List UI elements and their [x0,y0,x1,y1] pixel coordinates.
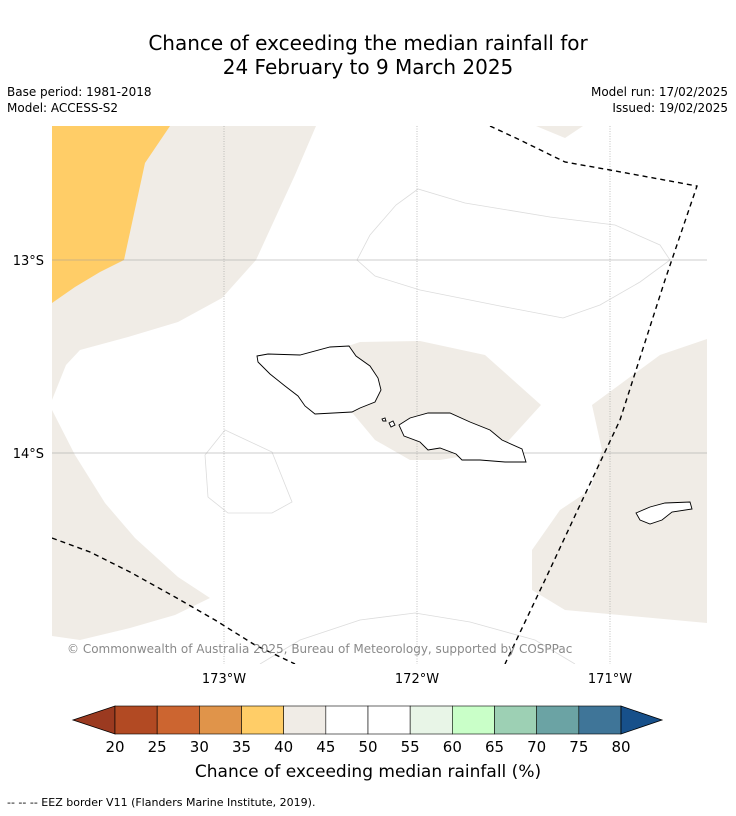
lon-label-173w: 173°W [202,672,246,687]
colorbar-low-extend [71,705,116,735]
colorbar: 20 25 30 35 40 45 50 55 60 65 70 75 80 [71,705,664,756]
eez-border-northeast [489,126,698,664]
colorbar-bin-40-45 [283,705,327,735]
issued-date: Issued: 19/02/2025 [612,101,728,115]
lon-tick-labels: 173°W 172°W 171°W [202,672,632,687]
eez-border-southwest [52,537,296,664]
colorbar-bin-55-60 [409,705,453,735]
model-run: Model run: 17/02/2025 [590,85,728,99]
meta-left: Base period: 1981-2018 Model: ACCESS-S2 [7,84,152,116]
model-name: Model: ACCESS-S2 [7,101,119,115]
colorbar-tick-45: 45 [316,738,335,756]
chart-title-line1: Chance of exceeding the median rainfall … [148,31,588,55]
gridlines [52,126,707,664]
colorbar-bin-20-25 [114,705,158,735]
contour-south [259,612,576,664]
island-savaii [256,345,382,415]
colorbar-tick-40: 40 [274,738,293,756]
colorbar-bins [114,705,622,735]
colorbar-tick-35: 35 [232,738,251,756]
map-area [52,126,707,664]
colorbar-bin-60-65 [452,705,495,735]
colorbar-tick-30: 30 [190,738,209,756]
colorbar-bin-45-50 [325,705,369,735]
colorbar-tick-20: 20 [105,738,124,756]
coastlines [256,345,693,525]
colorbar-bin-25-30 [156,705,200,735]
colorbar-tick-50: 50 [358,738,377,756]
colorbar-high-extend [620,705,664,735]
chart-title-line2: 24 February to 9 March 2025 [222,55,514,79]
colorbar-tick-75: 75 [569,738,588,756]
lat-label-13s: 13°S [13,254,44,269]
island-apolima [381,417,387,422]
colorbar-bin-50-55 [367,705,411,735]
copyright-notice: © Commonwealth of Australia 2025, Bureau… [67,642,572,656]
lon-label-172w: 172°W [395,672,439,687]
band-35-40-northwest [52,126,170,303]
band-40-45-southwest [52,410,210,640]
contour-southwest [204,429,293,514]
band-40-45-north-edge [536,126,583,138]
colorbar-bin-30-35 [199,705,242,735]
colorbar-bin-70-75 [536,705,580,735]
lat-label-14s: 14°S [13,447,44,462]
meta-right: Model run: 17/02/2025 Issued: 19/02/2025 [591,84,728,116]
contour-north [356,188,671,319]
colorbar-label: Chance of exceeding median rainfall (%) [194,762,542,782]
colorbar-bin-75-80 [578,705,622,735]
colorbar-bin-65-70 [494,705,537,735]
band-40-45-east [532,339,707,623]
island-upolu [398,412,527,463]
island-tutuila [635,501,693,525]
base-period: Base period: 1981-2018 [7,85,152,99]
colorbar-tick-60: 60 [443,738,462,756]
colorbar-tick-65: 65 [485,738,504,756]
lat-tick-labels: 13°S 14°S [13,254,44,462]
colorbar-tick-25: 25 [148,738,167,756]
eez-footnote: -- -- -- EEZ border V11 (Flanders Marine… [7,796,316,809]
colorbar-tick-70: 70 [527,738,546,756]
colorbar-ticks: 20 25 30 35 40 45 50 55 60 65 70 75 80 [105,738,630,756]
colorbar-bin-35-40 [241,705,284,735]
island-manono [388,420,396,428]
lon-label-171w: 171°W [588,672,632,687]
colorbar-tick-80: 80 [611,738,630,756]
colorbar-tick-55: 55 [401,738,420,756]
